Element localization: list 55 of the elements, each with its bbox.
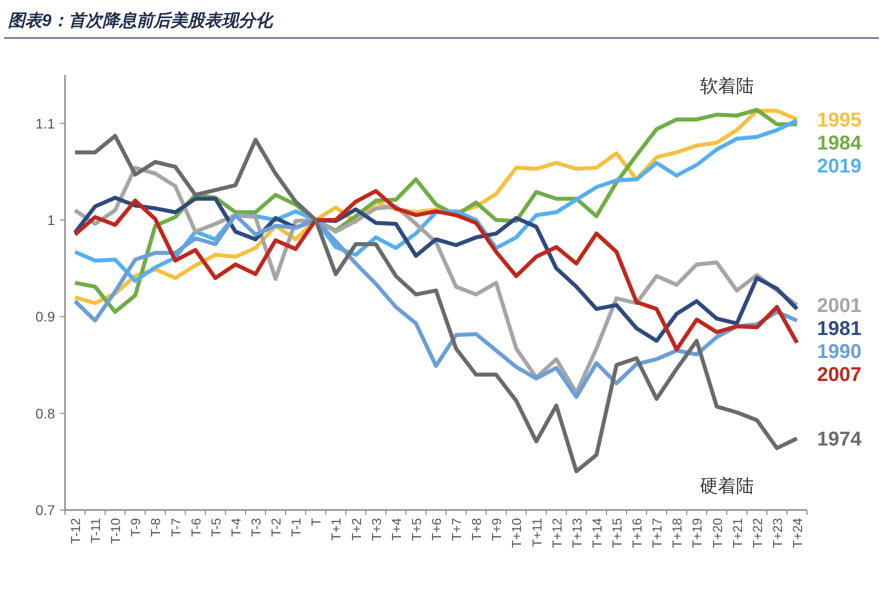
- line-series: [73, 134, 799, 474]
- series-label: 2001: [817, 295, 862, 318]
- x-tick-label: T-3: [248, 518, 264, 537]
- x-tick-label: T+5: [408, 518, 424, 541]
- series-label: 1995: [817, 109, 862, 132]
- x-tick-label: T+14: [589, 518, 604, 548]
- x-tick-label: T-12: [68, 518, 84, 544]
- x-tick-label: T-6: [188, 518, 204, 537]
- x-tick-label: T+16: [630, 518, 645, 548]
- series-label: 1984: [817, 132, 862, 154]
- x-tick-label: T+6: [429, 518, 444, 541]
- x-tick-label: T+4: [388, 518, 404, 541]
- series-label: 1974: [817, 428, 862, 450]
- x-tick-label: T+15: [609, 518, 624, 548]
- x-tick-label: T+23: [770, 518, 785, 548]
- x-tick-label: T-7: [168, 518, 184, 537]
- x-tick-label: T: [308, 518, 324, 526]
- x-tick-label: T-10: [108, 518, 124, 544]
- x-tick-label: T+7: [449, 518, 464, 541]
- y-tick-label: 0.7: [36, 502, 56, 518]
- x-tick-label: T+3: [368, 518, 384, 541]
- series-label: 2007: [817, 364, 862, 386]
- x-tick-label: T+19: [690, 518, 705, 548]
- x-tick-label: T+2: [348, 518, 364, 541]
- y-tick-label: 1: [47, 212, 56, 228]
- y-tick-label: 0.8: [36, 405, 56, 422]
- x-tick-label: T-4: [228, 518, 244, 537]
- x-tick-label: T+13: [569, 518, 584, 548]
- x-tick-label: T+9: [489, 518, 504, 541]
- x-tick-label: T-5: [208, 518, 224, 537]
- series-label: 1990: [817, 341, 862, 364]
- x-tick-label: T-11: [88, 518, 104, 544]
- x-tick-label: T+17: [650, 518, 665, 548]
- y-tick-label: 0.9: [36, 308, 56, 325]
- series-label: 1981: [817, 318, 862, 340]
- annotation: 硬着陆: [700, 476, 754, 496]
- x-tick-label: T+10: [509, 518, 524, 548]
- x-tick-label: T+11: [529, 518, 544, 548]
- x-tick-label: T-8: [148, 518, 164, 537]
- x-tick-label: T+12: [549, 518, 564, 548]
- x-tick-label: T-2: [268, 518, 284, 537]
- y-tick-label: 1.1: [36, 115, 56, 132]
- x-tick-label: T+24: [790, 518, 805, 548]
- text: 2019: [817, 155, 862, 178]
- x-tick-label: T-9: [128, 518, 144, 537]
- annotation: 软着陆: [700, 76, 754, 96]
- x-tick-label: T-1: [288, 518, 304, 537]
- chart-title: 图表9：首次降息前后美股表现分化: [8, 10, 274, 30]
- x-tick-label: T+8: [469, 518, 484, 541]
- x-tick-label: T+1: [328, 518, 344, 541]
- x-tick-label: T+20: [710, 518, 725, 548]
- x-tick-label: T+18: [670, 518, 685, 548]
- x-tick-label: T+22: [750, 518, 765, 548]
- line-series: [73, 213, 799, 399]
- x-tick-label: T+21: [730, 518, 745, 548]
